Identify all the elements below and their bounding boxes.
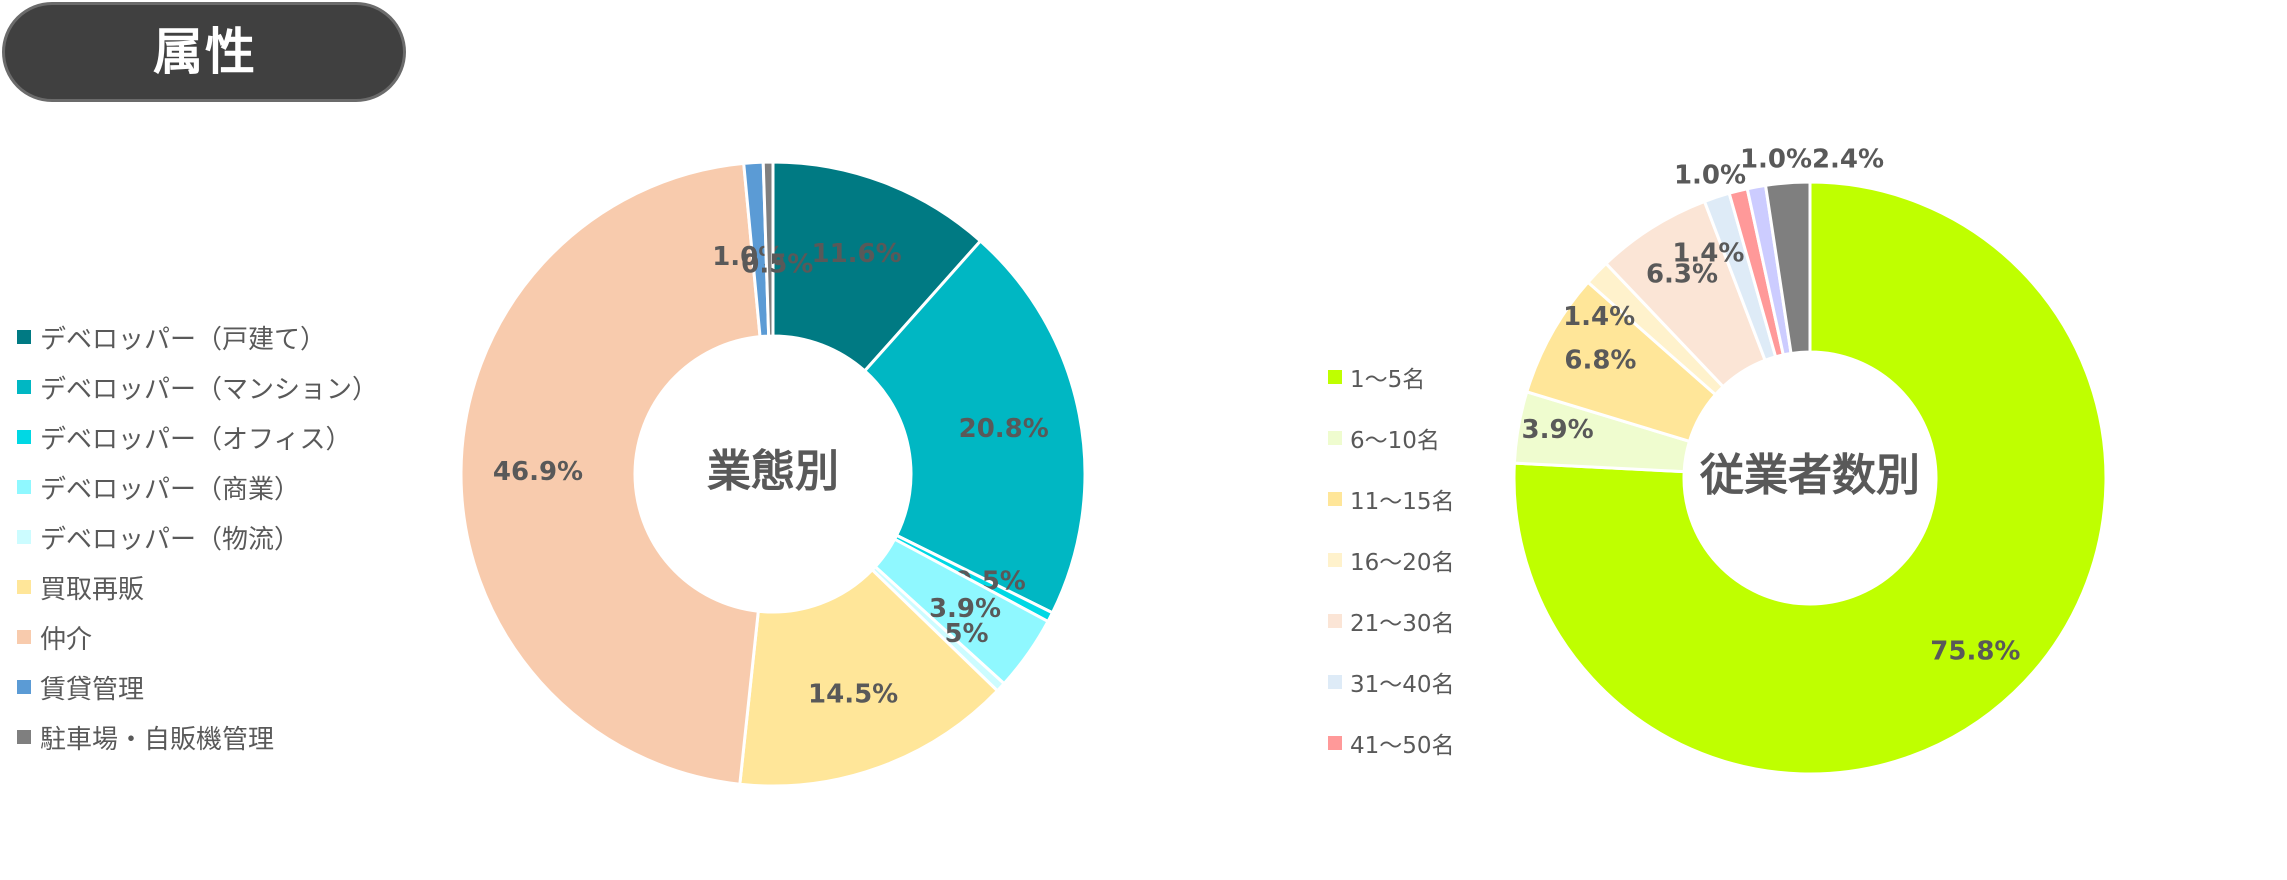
- donut2-slice-0: [1512, 180, 2108, 776]
- legend2-item-4: 21〜30名: [1328, 590, 1455, 651]
- donut2-data-label-2: 6.8%: [1564, 346, 1636, 376]
- legend1-label-8: 駐車場・自販機管理: [40, 724, 275, 755]
- legend1-swatch-3: [17, 480, 31, 494]
- section-title-badge: 属性: [2, 2, 406, 102]
- legend1-swatch-1: [17, 380, 31, 394]
- legend-business-type: デベロッパー（戸建て） デベロッパー（マンション） デベロッパー（オフィス） デベロッ…: [17, 312, 378, 762]
- legend2-item-0: 1〜5名: [1328, 346, 1455, 407]
- donut1-slice-6: [459, 161, 762, 786]
- donut2-data-label-3: 1.4%: [1563, 302, 1635, 332]
- legend1-swatch-6: [17, 630, 31, 644]
- legend2-label-6: 41〜50名: [1350, 732, 1455, 759]
- donut1-data-label-3: 3.9%: [929, 594, 1001, 624]
- legend1-swatch-7: [17, 680, 31, 694]
- legend2-swatch-1: [1328, 430, 1342, 445]
- legend1-label-5: 買取再販: [40, 574, 145, 605]
- legend2-swatch-4: [1328, 613, 1342, 628]
- donut1-center-label: 業態別: [707, 446, 839, 497]
- legend1-item-5: 買取再販: [17, 562, 378, 612]
- legend1-label-6: 仲介: [40, 624, 93, 655]
- donut2-data-label-4: 6.3%: [1646, 259, 1718, 289]
- legend2-swatch-5: [1328, 674, 1342, 689]
- donut2-data-label-0: 75.8%: [1930, 636, 2020, 666]
- legend1-swatch-2: [17, 430, 31, 444]
- donut1-slice-8: [761, 160, 775, 338]
- legend1-label-4: デベロッパー（物流）: [40, 524, 301, 555]
- legend1-swatch-5: [17, 580, 31, 594]
- legend1-item-7: 賃貸管理: [17, 662, 378, 712]
- legend1-label-2: デベロッパー（オフィス）: [40, 424, 352, 455]
- legend2-item-1: 6〜10名: [1328, 407, 1455, 468]
- section-title: 属性: [153, 23, 257, 81]
- donut2-data-label-8: 2.4%: [1812, 145, 1884, 175]
- legend-employee-count: 1〜5名 6〜10名 11〜15名 16〜20名 21〜30名 31〜40名 41〜50名: [1328, 346, 1455, 773]
- legend1-swatch-8: [17, 730, 31, 744]
- legend2-item-5: 31〜40名: [1328, 651, 1455, 712]
- legend1-label-0: デベロッパー（戸建て）: [40, 324, 327, 355]
- donut-chart-business-type: 11.6%20.8%0.5%3.9%0.5%14.5%46.9%1.0%0.5%…: [459, 160, 1087, 788]
- legend2-swatch-2: [1328, 491, 1342, 506]
- legend2-swatch-6: [1328, 735, 1342, 750]
- legend2-label-5: 31〜40名: [1350, 671, 1455, 698]
- legend2-label-4: 21〜30名: [1350, 610, 1455, 637]
- legend1-item-4: デベロッパー（物流）: [17, 512, 378, 562]
- legend2-item-3: 16〜20名: [1328, 529, 1455, 590]
- legend1-item-2: デベロッパー（オフィス）: [17, 412, 378, 462]
- legend2-swatch-3: [1328, 552, 1342, 567]
- legend1-swatch-0: [17, 330, 31, 344]
- legend1-item-3: デベロッパー（商業）: [17, 462, 378, 512]
- donut-chart-employee-count: 75.8%3.9%6.8%1.4%6.3%1.4%1.0%1.0% 2.4%従業者…: [1512, 145, 2108, 776]
- legend2-item-2: 11〜15名: [1328, 468, 1455, 529]
- legend1-item-8: 駐車場・自販機管理: [17, 712, 378, 762]
- donut1-data-label-0: 11.6%: [811, 239, 901, 269]
- legend2-item-6: 41〜50名: [1328, 712, 1455, 773]
- legend2-swatch-0: [1328, 369, 1342, 384]
- legend2-label-2: 11〜15名: [1350, 488, 1455, 515]
- legend1-label-7: 賃貸管理: [40, 674, 145, 705]
- donut1-slice-0: [771, 160, 983, 374]
- legend1-item-0: デベロッパー（戸建て）: [17, 312, 378, 362]
- donut1-slice-1: [862, 238, 1087, 615]
- donut2-data-label-7: 1.0%: [1740, 145, 1812, 175]
- donut2-data-label-6: 1.0%: [1674, 161, 1746, 191]
- legend1-label-3: デベロッパー（商業）: [40, 474, 301, 505]
- legend2-label-0: 1〜5名: [1350, 366, 1426, 393]
- legend1-item-6: 仲介: [17, 612, 378, 662]
- donut1-slice-5: [738, 567, 1000, 788]
- donut2-center-label: 従業者数別: [1699, 450, 1920, 501]
- legend1-item-1: デベロッパー（マンション）: [17, 362, 378, 412]
- legend2-label-1: 6〜10名: [1350, 427, 1440, 454]
- donut2-data-label-5: 1.4%: [1672, 239, 1744, 269]
- legend1-label-1: デベロッパー（マンション）: [40, 374, 379, 405]
- donut2-slice-8: [1763, 180, 1812, 356]
- donut1-data-label-5: 14.5%: [808, 679, 898, 709]
- donut2-data-label-1: 3.9%: [1522, 415, 1594, 445]
- legend2-label-3: 16〜20名: [1350, 549, 1455, 576]
- donut1-data-label-6: 46.9%: [493, 457, 583, 487]
- donut1-data-label-1: 20.8%: [959, 414, 1049, 444]
- legend1-swatch-4: [17, 530, 31, 544]
- donut1-data-label-8: 0.5%: [741, 250, 813, 280]
